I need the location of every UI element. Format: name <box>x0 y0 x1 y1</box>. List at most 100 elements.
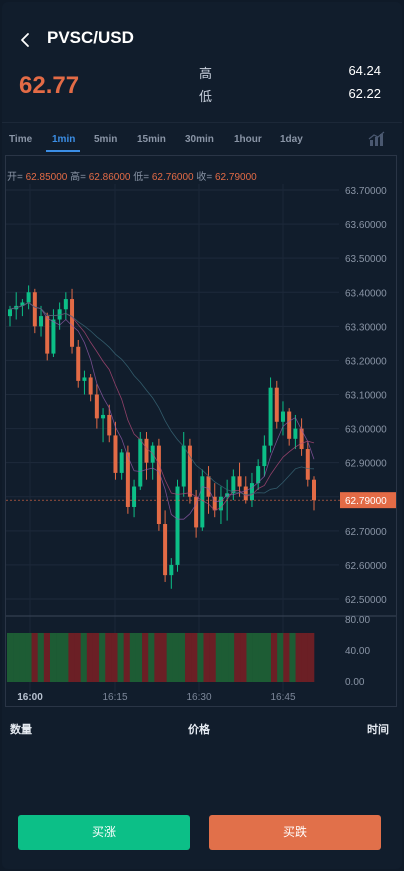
tab-1day[interactable]: 1day <box>280 134 303 145</box>
close-value: 62.79000 <box>215 172 257 183</box>
volume-bar <box>92 633 100 682</box>
low-value: 62.76000 <box>151 172 194 183</box>
volume-bar <box>49 633 57 682</box>
candle-body <box>39 316 44 327</box>
tab-30min[interactable]: 30min <box>185 134 214 145</box>
candle-body <box>194 496 199 528</box>
col-price: 价格 <box>188 723 210 736</box>
buy-up-button[interactable]: 买涨 <box>18 815 190 850</box>
moving-average-line <box>9 302 315 520</box>
candle-body <box>88 377 93 395</box>
volume-bar <box>31 633 38 682</box>
volume-bar <box>56 633 63 682</box>
candle-body <box>274 387 279 422</box>
candle-body <box>299 428 304 450</box>
volume-bar <box>160 633 167 682</box>
candle-body <box>45 316 50 354</box>
volume-bar <box>215 633 223 682</box>
candle-body <box>94 394 99 419</box>
candle-body <box>312 479 316 501</box>
candle-body <box>293 428 298 439</box>
volume-bar <box>246 633 253 682</box>
volume-bar <box>74 633 81 682</box>
x-tick-label: 16:15 <box>102 692 127 703</box>
tab-5min[interactable]: 5min <box>94 134 118 145</box>
volume-bar <box>295 633 303 682</box>
y-tick-label: 63.20000 <box>345 356 387 367</box>
volume-bar <box>105 633 112 682</box>
volume-bar <box>258 633 266 682</box>
candle-body <box>262 445 267 467</box>
buy-down-button[interactable]: 买跌 <box>209 815 381 850</box>
volume-bar <box>25 633 32 682</box>
volume-bar <box>197 633 204 682</box>
last-price: 62.77 <box>19 72 80 99</box>
y-tick-label: 63.60000 <box>345 220 387 231</box>
candle-body <box>119 452 124 473</box>
active-tab-indicator <box>46 150 80 152</box>
volume-bar <box>13 633 20 682</box>
volume-bar <box>166 633 174 682</box>
y-tick-label: 62.70000 <box>345 527 387 538</box>
volume-bar <box>7 633 14 682</box>
volume-bar <box>68 633 75 682</box>
volume-bar <box>283 633 290 682</box>
volume-bar <box>264 633 272 682</box>
volume-bar <box>80 633 88 682</box>
volume-bar <box>234 633 241 682</box>
candle-body <box>125 452 130 507</box>
candle-body <box>212 496 217 511</box>
volume-bar <box>117 633 124 682</box>
candle-body <box>218 496 223 511</box>
y-tick-label: 63.70000 <box>345 186 387 197</box>
tab-1hour[interactable]: 1hour <box>234 134 262 145</box>
x-tick-label: 16:00 <box>17 692 43 703</box>
y-tick-label: 62.50000 <box>345 595 387 606</box>
volume-bar <box>142 633 149 682</box>
chart-area[interactable] <box>5 155 397 707</box>
candle-body <box>63 299 68 310</box>
volume-bar <box>148 633 155 682</box>
y-tick-label: 62.90000 <box>345 459 387 470</box>
ohlc-readout: 开= 62.85000 高= 62.86000 低= 62.76000 收= 6… <box>7 168 257 183</box>
candle-body <box>206 476 211 497</box>
tab-time[interactable]: Time <box>9 134 33 145</box>
volume-bar <box>37 633 45 682</box>
candle-body <box>175 486 180 565</box>
candle-body <box>113 435 118 473</box>
volume-bar <box>277 633 284 682</box>
y-tick-label: 63.40000 <box>345 288 387 299</box>
candle-body <box>57 309 62 320</box>
candle-body <box>138 438 143 487</box>
open-label: 开= <box>7 172 23 183</box>
volume-bar <box>43 633 51 682</box>
candle-body <box>169 564 174 576</box>
candle-body <box>256 466 261 484</box>
volume-bar <box>301 633 309 682</box>
volume-bar <box>209 633 217 682</box>
candle-body <box>101 414 106 419</box>
candle-body <box>70 299 75 347</box>
y-tick-label: 63.50000 <box>345 254 387 265</box>
tab-1min[interactable]: 1min <box>52 134 76 145</box>
high-value: 62.86000 <box>88 172 131 183</box>
close-label: 收= <box>196 172 213 183</box>
candle-body <box>144 438 149 463</box>
candle-body <box>132 486 137 507</box>
col-quantity: 数量 <box>10 723 32 736</box>
volume-bar <box>123 633 131 682</box>
candle-body <box>231 476 236 494</box>
volume-tick-label: 0.00 <box>345 677 365 688</box>
candle-body <box>156 445 161 525</box>
volume-bar <box>191 633 198 682</box>
volume-bar <box>289 633 296 682</box>
chart-settings-icon[interactable] <box>368 130 386 148</box>
low-value: 62.22 <box>348 86 381 101</box>
volume-bar <box>86 633 94 682</box>
current-price-tag <box>340 492 396 509</box>
candle-body <box>287 411 292 439</box>
candle-body <box>51 319 56 354</box>
timeframe-tabs: Time 1min 5min 15min 30min 1hour 1day <box>2 122 402 154</box>
tab-15min[interactable]: 15min <box>137 134 166 145</box>
back-arrow-icon[interactable] <box>16 30 36 50</box>
